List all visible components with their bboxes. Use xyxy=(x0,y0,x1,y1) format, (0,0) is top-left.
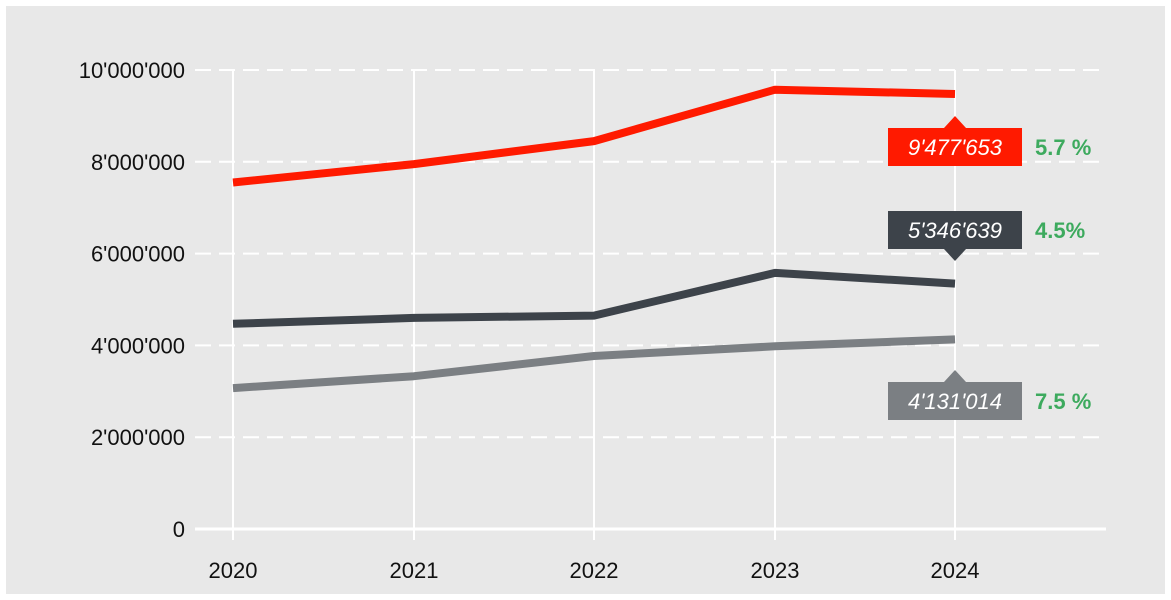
x-tick-label: 2021 xyxy=(390,558,439,583)
y-tick-label: 4'000'000 xyxy=(91,333,185,358)
value-callout-pointer xyxy=(944,249,966,261)
change-percent-label: 5.7 % xyxy=(1035,135,1091,160)
value-callout-label: 5'346'639 xyxy=(908,218,1002,243)
value-callout-box xyxy=(888,128,1022,166)
y-tick-label: 8'000'000 xyxy=(91,150,185,175)
x-tick-label: 2024 xyxy=(931,558,980,583)
y-tick-label: 6'000'000 xyxy=(91,242,185,267)
value-callout-pointer xyxy=(944,370,966,382)
value-callout-label: 4'131'014 xyxy=(908,389,1002,414)
x-tick-label: 2020 xyxy=(209,558,258,583)
y-tick-label: 0 xyxy=(173,517,185,542)
series-line-2 xyxy=(232,268,956,328)
chart-panel xyxy=(6,6,1165,594)
y-tick-label: 10'000'000 xyxy=(79,58,185,83)
value-callout-label: 9'477'653 xyxy=(908,135,1003,160)
change-percent-label: 4.5% xyxy=(1035,218,1085,243)
x-tick-label: 2022 xyxy=(570,558,619,583)
value-callout-pointer xyxy=(944,116,966,128)
series-line-3 xyxy=(232,335,956,393)
change-percent-label: 7.5 % xyxy=(1035,389,1091,414)
value-callout-box xyxy=(888,211,1022,249)
series-line-1 xyxy=(232,85,956,187)
y-tick-label: 2'000'000 xyxy=(91,425,185,450)
value-callout-box xyxy=(888,382,1022,420)
x-tick-label: 2023 xyxy=(751,558,800,583)
